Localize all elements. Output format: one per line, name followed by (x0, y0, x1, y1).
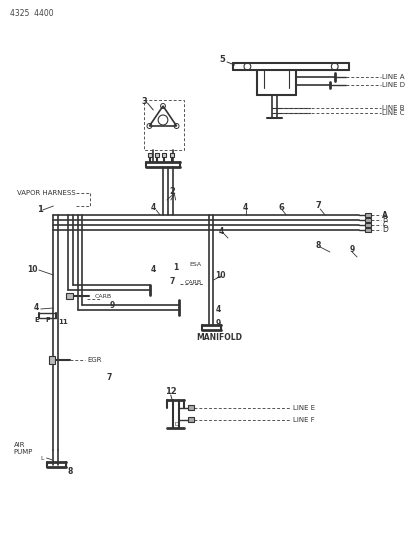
Text: VAPOR HARNESS: VAPOR HARNESS (18, 190, 76, 196)
Text: A: A (382, 211, 388, 220)
Text: 7: 7 (107, 374, 112, 383)
Bar (49, 356, 55, 364)
Bar (188, 417, 194, 422)
Text: EGR: EGR (87, 357, 102, 363)
Text: ESA: ESA (189, 262, 201, 268)
Text: 5: 5 (219, 55, 225, 64)
Text: D: D (382, 225, 388, 235)
Text: LINE A: LINE A (382, 74, 405, 80)
Text: 7: 7 (315, 201, 321, 211)
Text: 9: 9 (110, 301, 115, 310)
Text: 11: 11 (58, 319, 68, 325)
Bar (188, 405, 194, 410)
Text: 4: 4 (218, 228, 224, 237)
Text: MANIFOLD: MANIFOLD (196, 334, 242, 343)
Text: E: E (34, 317, 39, 323)
Bar (149, 153, 152, 157)
Text: F: F (46, 317, 50, 323)
Text: 9: 9 (215, 319, 221, 327)
Bar (365, 218, 370, 222)
Text: 1: 1 (37, 206, 43, 214)
Bar (365, 213, 370, 217)
Text: CARB: CARB (184, 279, 202, 285)
Text: 4: 4 (151, 265, 155, 274)
Text: 10: 10 (215, 271, 226, 279)
Text: 4: 4 (215, 305, 221, 314)
Text: 12: 12 (165, 387, 177, 397)
Text: 4: 4 (151, 204, 155, 213)
Text: C: C (382, 221, 388, 230)
Text: CARB: CARB (95, 295, 112, 300)
Text: 10: 10 (27, 265, 38, 274)
Text: 1: 1 (173, 263, 178, 272)
Bar (155, 153, 159, 157)
Text: LINE D: LINE D (382, 82, 405, 88)
Text: LINE E: LINE E (293, 405, 315, 411)
Text: B: B (382, 215, 387, 224)
Bar (162, 153, 166, 157)
Bar (66, 293, 73, 299)
Text: 7: 7 (170, 278, 175, 287)
Text: 3: 3 (142, 96, 147, 106)
Text: D: D (175, 422, 179, 426)
Text: L: L (41, 456, 44, 461)
Text: 4: 4 (242, 204, 248, 213)
Text: LINE F: LINE F (293, 417, 315, 423)
Text: AIR: AIR (13, 442, 25, 448)
Text: 6: 6 (278, 203, 284, 212)
Text: 2: 2 (170, 187, 176, 196)
Text: LINE C: LINE C (382, 110, 405, 116)
Text: PUMP: PUMP (13, 449, 33, 455)
Text: 9: 9 (349, 246, 355, 254)
Text: 4: 4 (34, 303, 39, 312)
Text: 8: 8 (315, 240, 321, 249)
Text: 4325  4400: 4325 4400 (10, 10, 53, 19)
Bar (365, 228, 370, 232)
Text: LINE B: LINE B (382, 105, 405, 111)
Bar (170, 153, 174, 157)
Text: 8: 8 (68, 467, 73, 477)
Bar (365, 223, 370, 227)
